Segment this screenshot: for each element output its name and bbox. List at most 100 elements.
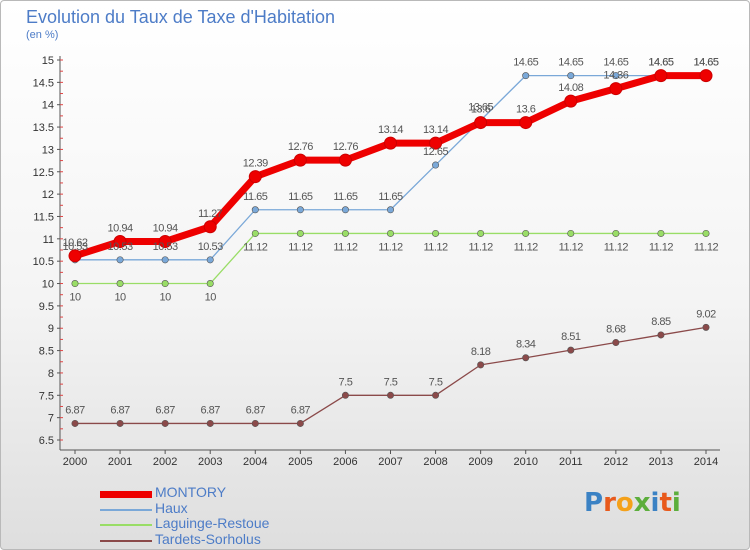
data-point xyxy=(251,229,259,237)
x-tick-label: 2000 xyxy=(63,456,87,468)
data-label: 11.27 xyxy=(198,208,223,220)
data-label: 12.76 xyxy=(288,141,313,153)
data-point xyxy=(113,235,127,249)
data-label: 10.53 xyxy=(62,241,87,253)
data-point xyxy=(296,419,304,427)
data-point xyxy=(567,346,575,354)
data-point xyxy=(384,136,397,150)
data-point xyxy=(657,229,665,237)
data-label: 10.62 xyxy=(62,237,87,249)
data-point xyxy=(158,235,172,249)
data-label: 14.65 xyxy=(603,57,628,69)
data-label: 14.65 xyxy=(648,57,673,69)
data-label: 11.12 xyxy=(333,241,358,253)
data-label: 13.14 xyxy=(378,124,403,136)
data-point xyxy=(699,69,713,83)
data-point xyxy=(612,229,620,237)
data-label: 11.65 xyxy=(288,191,313,203)
data-label: 11.12 xyxy=(649,241,674,253)
y-tick-label: 7.5 xyxy=(39,390,54,402)
y-tick-label: 11.5 xyxy=(33,211,54,223)
data-label: 10.94 xyxy=(153,223,178,235)
data-label: 6.87 xyxy=(155,404,175,416)
data-label: 11.12 xyxy=(469,241,494,253)
data-label: 6.87 xyxy=(291,404,311,416)
logo-letter: x xyxy=(633,488,651,518)
data-point xyxy=(341,206,349,214)
data-label: 8.85 xyxy=(651,316,671,328)
data-point xyxy=(161,256,169,264)
data-point xyxy=(564,94,578,108)
x-tick-label: 2004 xyxy=(243,456,267,468)
data-point xyxy=(432,391,440,399)
chart-subtitle: (en %) xyxy=(26,29,59,41)
chart-title: Evolution du Taux de Taxe d'Habitation xyxy=(26,7,335,27)
y-tick-label: 13 xyxy=(42,144,54,156)
data-label: 14.36 xyxy=(603,70,628,82)
data-label: 11.12 xyxy=(559,241,584,253)
data-label: 12.76 xyxy=(333,141,358,153)
data-point xyxy=(341,391,349,399)
logo-letter: i xyxy=(671,488,681,518)
y-tick-label: 9.5 xyxy=(39,301,54,313)
data-label: 10.53 xyxy=(198,241,223,253)
data-label: 7.5 xyxy=(384,376,398,388)
y-tick-label: 10 xyxy=(42,279,54,291)
data-point xyxy=(206,280,214,288)
data-label: 6.87 xyxy=(246,404,266,416)
data-label: 8.18 xyxy=(471,346,491,358)
x-tick-label: 2008 xyxy=(423,456,447,468)
logo-letter: P xyxy=(584,488,604,518)
data-point xyxy=(116,256,124,264)
y-tick-label: 11 xyxy=(43,234,54,246)
data-point xyxy=(522,229,530,237)
legend-swatch xyxy=(100,491,152,498)
x-tick-label: 2014 xyxy=(694,456,718,468)
y-tick-label: 12.5 xyxy=(33,167,54,179)
data-point xyxy=(567,229,575,237)
data-label: 10.53 xyxy=(153,241,178,253)
x-tick-label: 2007 xyxy=(378,456,402,468)
data-point xyxy=(654,69,668,83)
x-tick-label: 2003 xyxy=(198,456,222,468)
logo-letter: r xyxy=(603,488,616,518)
legend-swatch xyxy=(100,539,152,542)
data-label: 6.87 xyxy=(201,404,221,416)
x-tick-label: 2013 xyxy=(649,456,673,468)
data-label: 11.12 xyxy=(514,241,539,253)
data-point xyxy=(206,419,214,427)
data-point xyxy=(386,391,394,399)
x-tick-label: 2001 xyxy=(108,456,132,468)
data-point xyxy=(567,72,575,80)
data-label: 10 xyxy=(205,292,217,304)
data-label: 9.02 xyxy=(696,308,716,320)
data-label: 11.65 xyxy=(243,191,268,203)
data-point xyxy=(702,323,710,331)
data-point xyxy=(206,256,214,264)
legend-label: Tardets-Sorholus xyxy=(155,530,261,547)
data-point xyxy=(432,229,440,237)
legend-label: Haux xyxy=(155,499,188,516)
data-point xyxy=(522,354,530,362)
data-label: 13.6 xyxy=(471,104,491,116)
x-tick-label: 2002 xyxy=(153,456,177,468)
data-point xyxy=(161,280,169,288)
y-tick-label: 12 xyxy=(42,189,54,201)
data-point xyxy=(251,419,259,427)
data-label: 11.12 xyxy=(243,241,268,253)
data-point xyxy=(161,419,169,427)
data-point xyxy=(702,229,710,237)
data-point xyxy=(71,280,79,288)
legend-swatch xyxy=(100,508,152,511)
data-point xyxy=(293,153,307,167)
data-label: 7.5 xyxy=(339,376,353,388)
data-point xyxy=(429,136,443,150)
data-label: 14.65 xyxy=(693,57,718,69)
data-label: 11.65 xyxy=(378,191,403,203)
data-point xyxy=(612,72,620,80)
y-tick-label: 8.5 xyxy=(39,346,54,358)
data-label: 8.34 xyxy=(516,339,536,351)
data-label: 11.65 xyxy=(333,191,358,203)
data-label: 10 xyxy=(69,292,81,304)
data-point xyxy=(296,229,304,237)
